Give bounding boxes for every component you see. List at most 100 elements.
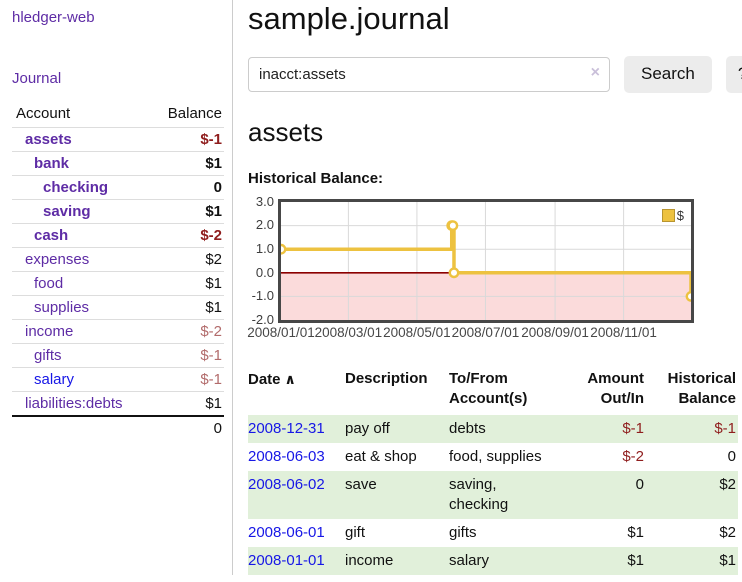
legend-swatch-icon	[661, 208, 675, 222]
txn-balance-cell: 0	[727, 447, 736, 465]
account-balance: $2	[149, 247, 224, 272]
y-tick-label: 0.0	[255, 264, 274, 280]
y-tick-label: -1.0	[251, 288, 274, 304]
account-link[interactable]: liabilities:debts	[25, 395, 123, 412]
sidebar-item-journal[interactable]: Journal	[12, 70, 62, 87]
txn-amount-cell: 0	[635, 475, 644, 493]
chart-x-axis: 2008/01/01 2008/03/01 2008/05/01 2008/07/01…	[247, 324, 742, 343]
account-balance: $1	[149, 391, 224, 416]
transaction-row: 2008-01-01 income salary $1 $1	[248, 546, 738, 575]
account-balance: $1	[149, 295, 224, 320]
account-link[interactable]: salary	[34, 371, 75, 388]
account-row: bank $1	[12, 151, 224, 176]
account-link[interactable]: cash	[34, 227, 69, 244]
accounts-total-row: 0	[12, 415, 224, 440]
account-row: food $1	[12, 271, 224, 296]
txn-description-cell: eat & shop	[345, 447, 417, 465]
clear-search-icon[interactable]: ×	[590, 63, 600, 81]
transactions-header-amount: Amount Out/In	[587, 369, 644, 407]
x-tick-label: 2008/05/01	[383, 324, 451, 340]
txn-balance-cell: $2	[719, 475, 736, 493]
historical-balance-chart: 3.0 2.0 1.0 0.0 -1.0 -2.0 $	[248, 194, 694, 327]
txn-date-cell: 2008-12-31	[248, 415, 345, 443]
account-balance: $1	[149, 151, 224, 176]
brand-link[interactable]: hledger-web	[12, 9, 95, 26]
y-tick-label: 1.0	[255, 240, 274, 256]
transaction-row: 2008-06-01 gift gifts $1 $2	[248, 519, 738, 547]
search-bar: × Search ?	[248, 55, 742, 93]
transaction-date-link[interactable]: 2008-12-31	[248, 419, 325, 437]
txn-balance-cell: $2	[719, 523, 736, 541]
accounts-table: Account Balance assets $-1 bank $1 checking 0…	[12, 102, 224, 440]
x-tick-label: 2008/01/01	[247, 324, 315, 340]
txn-date-cell: 2008-06-03	[248, 443, 345, 471]
txn-balance-cell: $1	[719, 551, 736, 569]
help-button[interactable]: ?	[725, 55, 742, 93]
transaction-date-link[interactable]: 2008-06-03	[248, 447, 325, 465]
account-row: salary $-1	[12, 367, 224, 392]
txn-date-cell: 2008-06-02	[248, 471, 345, 519]
txn-balance-cell: $-1	[714, 419, 736, 437]
transactions-header-row: Date ∧ Description To/From Account(s) Amount…	[248, 367, 738, 415]
account-link[interactable]: assets	[25, 131, 72, 148]
search-input[interactable]	[248, 56, 610, 92]
y-tick-label: 2.0	[255, 217, 274, 233]
txn-amount-cell: $1	[627, 523, 644, 541]
transaction-row: 2008-06-02 save saving, checking 0 $2	[248, 470, 738, 519]
txn-date-cell: 2008-01-01	[248, 547, 345, 575]
txn-accounts-cell: gifts	[449, 523, 477, 541]
y-tick-label: -2.0	[251, 311, 274, 327]
sidebar: hledger-web Journal Account Balance asse…	[0, 0, 233, 575]
account-link[interactable]: saving	[43, 203, 91, 220]
accounts-total-value: 0	[149, 415, 224, 440]
account-link[interactable]: supplies	[34, 299, 90, 316]
txn-accounts-cell: food, supplies	[449, 447, 542, 465]
transaction-date-link[interactable]: 2008-06-02	[248, 475, 325, 493]
txn-amount-cell: $-2	[622, 447, 644, 465]
transaction-row: 2008-06-03 eat & shop food, supplies $-2 0	[248, 443, 738, 471]
transactions-header-historical: Historical Balance	[667, 369, 736, 407]
x-tick-label: 2008/07/01	[451, 324, 520, 340]
account-link[interactable]: bank	[34, 155, 70, 172]
account-row: liabilities:debts $1	[12, 391, 224, 416]
transaction-date-link[interactable]: 2008-06-01	[248, 523, 325, 541]
account-row: cash $-2	[12, 223, 224, 248]
account-link[interactable]: gifts	[34, 347, 62, 364]
account-link[interactable]: income	[25, 323, 74, 340]
account-balance: $-1	[149, 127, 224, 152]
account-row: supplies $1	[12, 295, 224, 320]
transaction-date-link[interactable]: 2008-01-01	[248, 551, 325, 569]
search-input-wrap: ×	[248, 56, 610, 92]
transactions-header-description: Description	[345, 369, 428, 387]
accounts-header-row: Account Balance	[12, 102, 224, 128]
x-tick-label: 2008/11/01	[590, 324, 657, 340]
transactions-table: Date ∧ Description To/From Account(s) Amount…	[248, 367, 738, 575]
accounts-header-account: Account	[16, 105, 71, 122]
account-link[interactable]: food	[34, 275, 64, 292]
account-link[interactable]: expenses	[25, 251, 90, 268]
txn-amount-cell: $-1	[622, 419, 644, 437]
transaction-row: 2008-12-31 pay off debts $-1 $-1	[248, 414, 738, 443]
search-button[interactable]: Search	[624, 55, 712, 93]
x-tick-label: 2008/09/01	[521, 324, 589, 340]
txn-description-cell: gift	[345, 523, 366, 541]
account-link[interactable]: checking	[43, 179, 109, 196]
account-row: gifts $-1	[12, 343, 224, 368]
legend-label: $	[676, 207, 684, 223]
page-title: sample.journal	[248, 1, 450, 36]
transactions-header-date[interactable]: Date ∧	[248, 370, 296, 388]
account-title: assets	[248, 116, 324, 147]
account-row: expenses $2	[12, 247, 224, 272]
accounts-total-spacer	[12, 415, 150, 440]
accounts-header-balance: Balance	[167, 105, 222, 122]
account-row: assets $-1	[12, 127, 224, 152]
txn-description-cell: save	[345, 475, 377, 493]
txn-date-cell: 2008-06-01	[248, 519, 345, 547]
txn-accounts-cell: saving, checking	[449, 475, 509, 513]
transactions-header-tofrom: To/From Account(s)	[449, 369, 528, 407]
chart-legend: $	[659, 206, 686, 224]
main-content: sample.journal × Search ? assets Histori…	[233, 0, 742, 575]
account-row: saving $1	[12, 199, 224, 224]
txn-description-cell: pay off	[345, 419, 390, 437]
account-balance: $-2	[149, 223, 224, 248]
